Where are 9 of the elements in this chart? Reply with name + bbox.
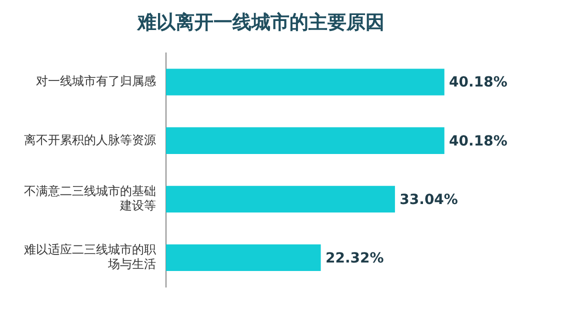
y-tick-label: 对一线城市有了归属感: [36, 74, 156, 88]
data-label: 40.18%: [449, 133, 508, 150]
y-tick-label: 不满意二三线城市的基础建设等: [24, 184, 156, 212]
data-label: 22.32%: [325, 250, 384, 266]
y-tick-label: 难以适应二三线城市的职场与生活: [23, 242, 156, 272]
data-label: 40.18%: [449, 74, 508, 91]
data-label: 33.04%: [400, 192, 458, 208]
chart-title: 难以离开一线城市的主要原因: [136, 11, 384, 34]
y-tick-label: 离不开累积的人脉等资源: [24, 132, 156, 147]
